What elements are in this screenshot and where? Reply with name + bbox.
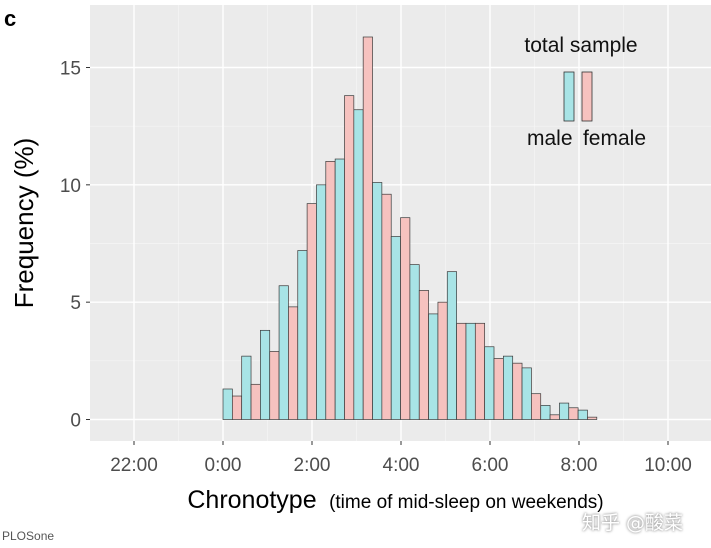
bar-female — [587, 416, 598, 420]
bar-male — [446, 271, 457, 420]
bar-female — [400, 217, 411, 420]
legend-key-female — [581, 71, 593, 122]
bar-layer — [222, 36, 598, 420]
panel-label: c — [4, 6, 16, 31]
x-tick-label: 4:00 — [383, 455, 420, 476]
bar-male — [222, 388, 233, 420]
bar-male — [353, 109, 364, 420]
legend-label-male: male — [527, 127, 573, 150]
x-axis-title: Chronotype (time of mid-sleep on weekend… — [187, 486, 603, 514]
bar-male — [316, 184, 327, 420]
bar-male — [503, 355, 514, 420]
bar-female — [493, 358, 504, 420]
bar-male — [260, 329, 271, 420]
bar-male — [390, 236, 401, 420]
bar-male — [372, 182, 383, 420]
x-tick-label: 2:00 — [294, 455, 331, 476]
legend: total sample male female — [524, 34, 646, 150]
bar-female — [568, 407, 579, 420]
bar-female — [549, 414, 560, 420]
bar-female — [344, 95, 355, 420]
bar-male — [577, 409, 588, 420]
x-axis-title-main: Chronotype — [187, 486, 316, 514]
bar-male — [559, 402, 570, 420]
bar-female — [381, 193, 392, 420]
bar-female — [269, 351, 280, 420]
y-axis-ticks: 0 5 10 15 — [60, 59, 90, 432]
x-tick-label: 6:00 — [472, 455, 509, 476]
y-tick-label: 0 — [70, 411, 81, 432]
bar-male — [297, 250, 308, 420]
x-axis-title-detail: (time of mid-sleep on weekends) — [329, 492, 604, 513]
bar-female — [325, 161, 336, 420]
x-tick-label: 22:00 — [110, 455, 158, 476]
y-axis-title: Frequency (%) — [9, 138, 39, 309]
source-label: PLOSone — [2, 529, 55, 543]
x-axis-ticks: 22:00 0:00 2:00 4:00 6:00 8:00 10:00 — [110, 441, 692, 476]
bar-female — [418, 290, 429, 420]
y-tick-label: 15 — [60, 59, 81, 80]
bar-male — [465, 322, 476, 420]
bar-male — [278, 285, 289, 420]
x-tick-label: 8:00 — [561, 455, 598, 476]
bar-female — [512, 362, 523, 420]
bar-female — [288, 306, 299, 420]
bar-female — [362, 36, 373, 420]
bar-male — [409, 264, 420, 420]
legend-title: total sample — [524, 34, 637, 57]
bar-male — [540, 405, 551, 420]
y-tick-label: 5 — [70, 293, 81, 314]
x-tick-label: 10:00 — [644, 455, 692, 476]
bar-male — [241, 355, 252, 420]
watermark: 知乎 @酸菜 — [582, 512, 684, 534]
bar-female — [231, 395, 243, 420]
bar-male — [334, 158, 345, 420]
legend-label-female: female — [583, 127, 646, 150]
bar-female — [531, 393, 542, 420]
bar-male — [521, 367, 532, 420]
bar-female — [456, 322, 467, 420]
legend-key-male — [563, 71, 575, 122]
bar-male — [484, 346, 495, 420]
y-tick-label: 10 — [60, 176, 81, 197]
x-tick-label: 0:00 — [205, 455, 242, 476]
bar-male — [428, 313, 439, 420]
bar-female — [474, 322, 486, 420]
bar-female — [306, 203, 317, 420]
bar-female — [437, 301, 448, 420]
bar-female — [250, 383, 261, 420]
